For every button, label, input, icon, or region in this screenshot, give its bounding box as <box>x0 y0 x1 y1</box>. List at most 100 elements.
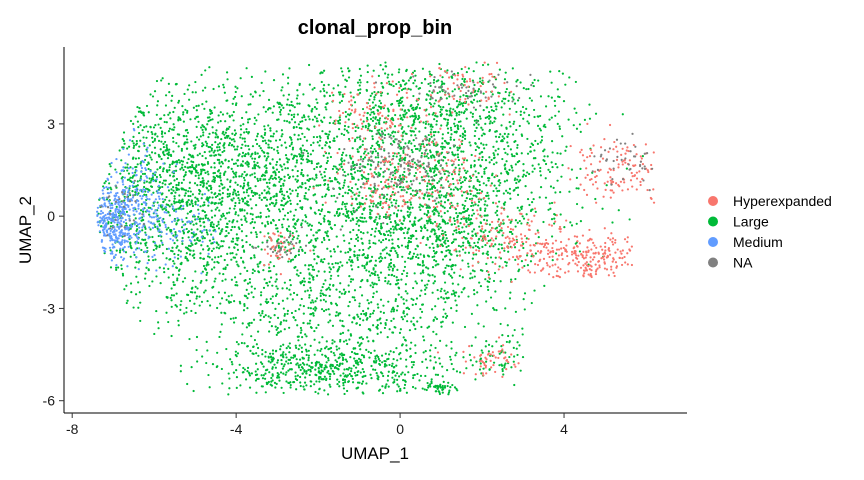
data-point-large <box>333 250 336 253</box>
data-point-large <box>360 280 363 283</box>
data-point-large <box>155 113 158 116</box>
data-point-large <box>297 253 301 256</box>
data-point-large <box>206 217 210 220</box>
data-point-large <box>144 244 147 247</box>
data-point-large <box>443 241 446 244</box>
data-point-large <box>334 262 337 265</box>
data-point-large <box>465 108 468 111</box>
data-point-large <box>243 342 246 345</box>
data-point-large <box>378 217 381 220</box>
data-point-large <box>176 257 180 260</box>
data-point-large <box>382 238 385 242</box>
data-point-large <box>223 91 226 94</box>
data-point-large <box>406 245 409 248</box>
data-point-large <box>219 255 223 258</box>
data-point-large <box>440 184 443 187</box>
data-point-large <box>280 104 283 107</box>
data-point-large <box>400 296 403 299</box>
data-point-large <box>269 221 273 224</box>
data-point-large <box>513 246 517 249</box>
data-point-large <box>492 145 495 148</box>
data-point-large <box>356 236 360 239</box>
data-point-large <box>336 262 340 265</box>
data-point-large <box>486 234 490 238</box>
data-point-large <box>210 147 213 150</box>
data-point-large <box>233 207 236 210</box>
data-point-large <box>400 116 403 120</box>
data-point-large <box>369 146 373 150</box>
data-point-large <box>530 191 533 194</box>
data-point-large <box>304 214 307 217</box>
data-point-large <box>395 309 399 312</box>
data-point-large <box>304 251 307 254</box>
data-point-large <box>420 217 423 220</box>
data-point-large <box>157 327 160 330</box>
data-point-large <box>355 198 358 201</box>
data-point-large <box>214 277 217 280</box>
data-point-large <box>188 98 191 101</box>
data-point-large <box>212 247 215 250</box>
data-point-large <box>256 179 260 182</box>
data-point-large <box>375 359 378 362</box>
data-point-large <box>306 155 310 158</box>
data-point-large <box>357 265 360 269</box>
data-point-large <box>324 279 327 282</box>
data-point-large <box>396 244 400 248</box>
data-point-large <box>499 322 502 326</box>
data-point-large <box>277 151 280 155</box>
data-point-large <box>305 348 308 351</box>
data-point-large <box>136 180 139 183</box>
data-point-large <box>531 143 535 147</box>
data-point-large <box>412 81 415 85</box>
data-point-large <box>269 176 272 180</box>
data-point-large <box>504 260 507 264</box>
data-point-large <box>479 117 482 120</box>
data-point-large <box>366 336 369 339</box>
data-point-large <box>249 93 252 96</box>
data-point-large <box>328 283 331 286</box>
data-point-large <box>295 125 298 129</box>
data-point-large <box>433 118 436 121</box>
data-point-large <box>229 300 232 304</box>
data-point-large <box>384 352 387 355</box>
data-point-large <box>196 115 199 118</box>
data-point-large <box>500 106 503 109</box>
data-point-large <box>127 172 131 175</box>
data-point-large <box>349 91 352 94</box>
data-point-large <box>399 174 402 177</box>
data-point-large <box>115 249 118 252</box>
data-point-large <box>233 133 236 137</box>
data-point-large <box>363 217 366 220</box>
data-point-large <box>220 230 223 233</box>
data-point-large <box>199 281 202 284</box>
data-point-large <box>341 194 344 198</box>
data-point-large <box>319 299 322 302</box>
data-point-large <box>382 311 385 314</box>
data-point-large <box>121 272 124 275</box>
data-point-large <box>138 260 141 263</box>
data-point-large <box>260 135 263 138</box>
data-point-large <box>412 94 415 98</box>
data-point-large <box>403 170 406 174</box>
data-point-large <box>467 218 470 221</box>
data-point-large <box>158 173 162 177</box>
data-point-large <box>424 122 428 126</box>
data-point-large <box>240 256 243 259</box>
data-point-large <box>346 211 349 215</box>
data-point-large <box>239 124 242 127</box>
data-point-large <box>212 87 215 91</box>
data-point-large <box>374 218 377 221</box>
data-point-large <box>371 227 374 231</box>
data-point-large <box>147 162 150 165</box>
data-point-large <box>261 312 264 315</box>
data-point-large <box>366 70 369 74</box>
data-point-large <box>137 281 140 284</box>
data-point-large <box>207 120 210 123</box>
data-point-large <box>283 214 287 217</box>
data-point-large <box>440 251 444 254</box>
data-point-large <box>408 240 411 244</box>
data-point-large <box>454 110 457 113</box>
data-point-large <box>266 185 269 188</box>
data-point-large <box>471 222 474 225</box>
data-point-large <box>410 104 413 107</box>
